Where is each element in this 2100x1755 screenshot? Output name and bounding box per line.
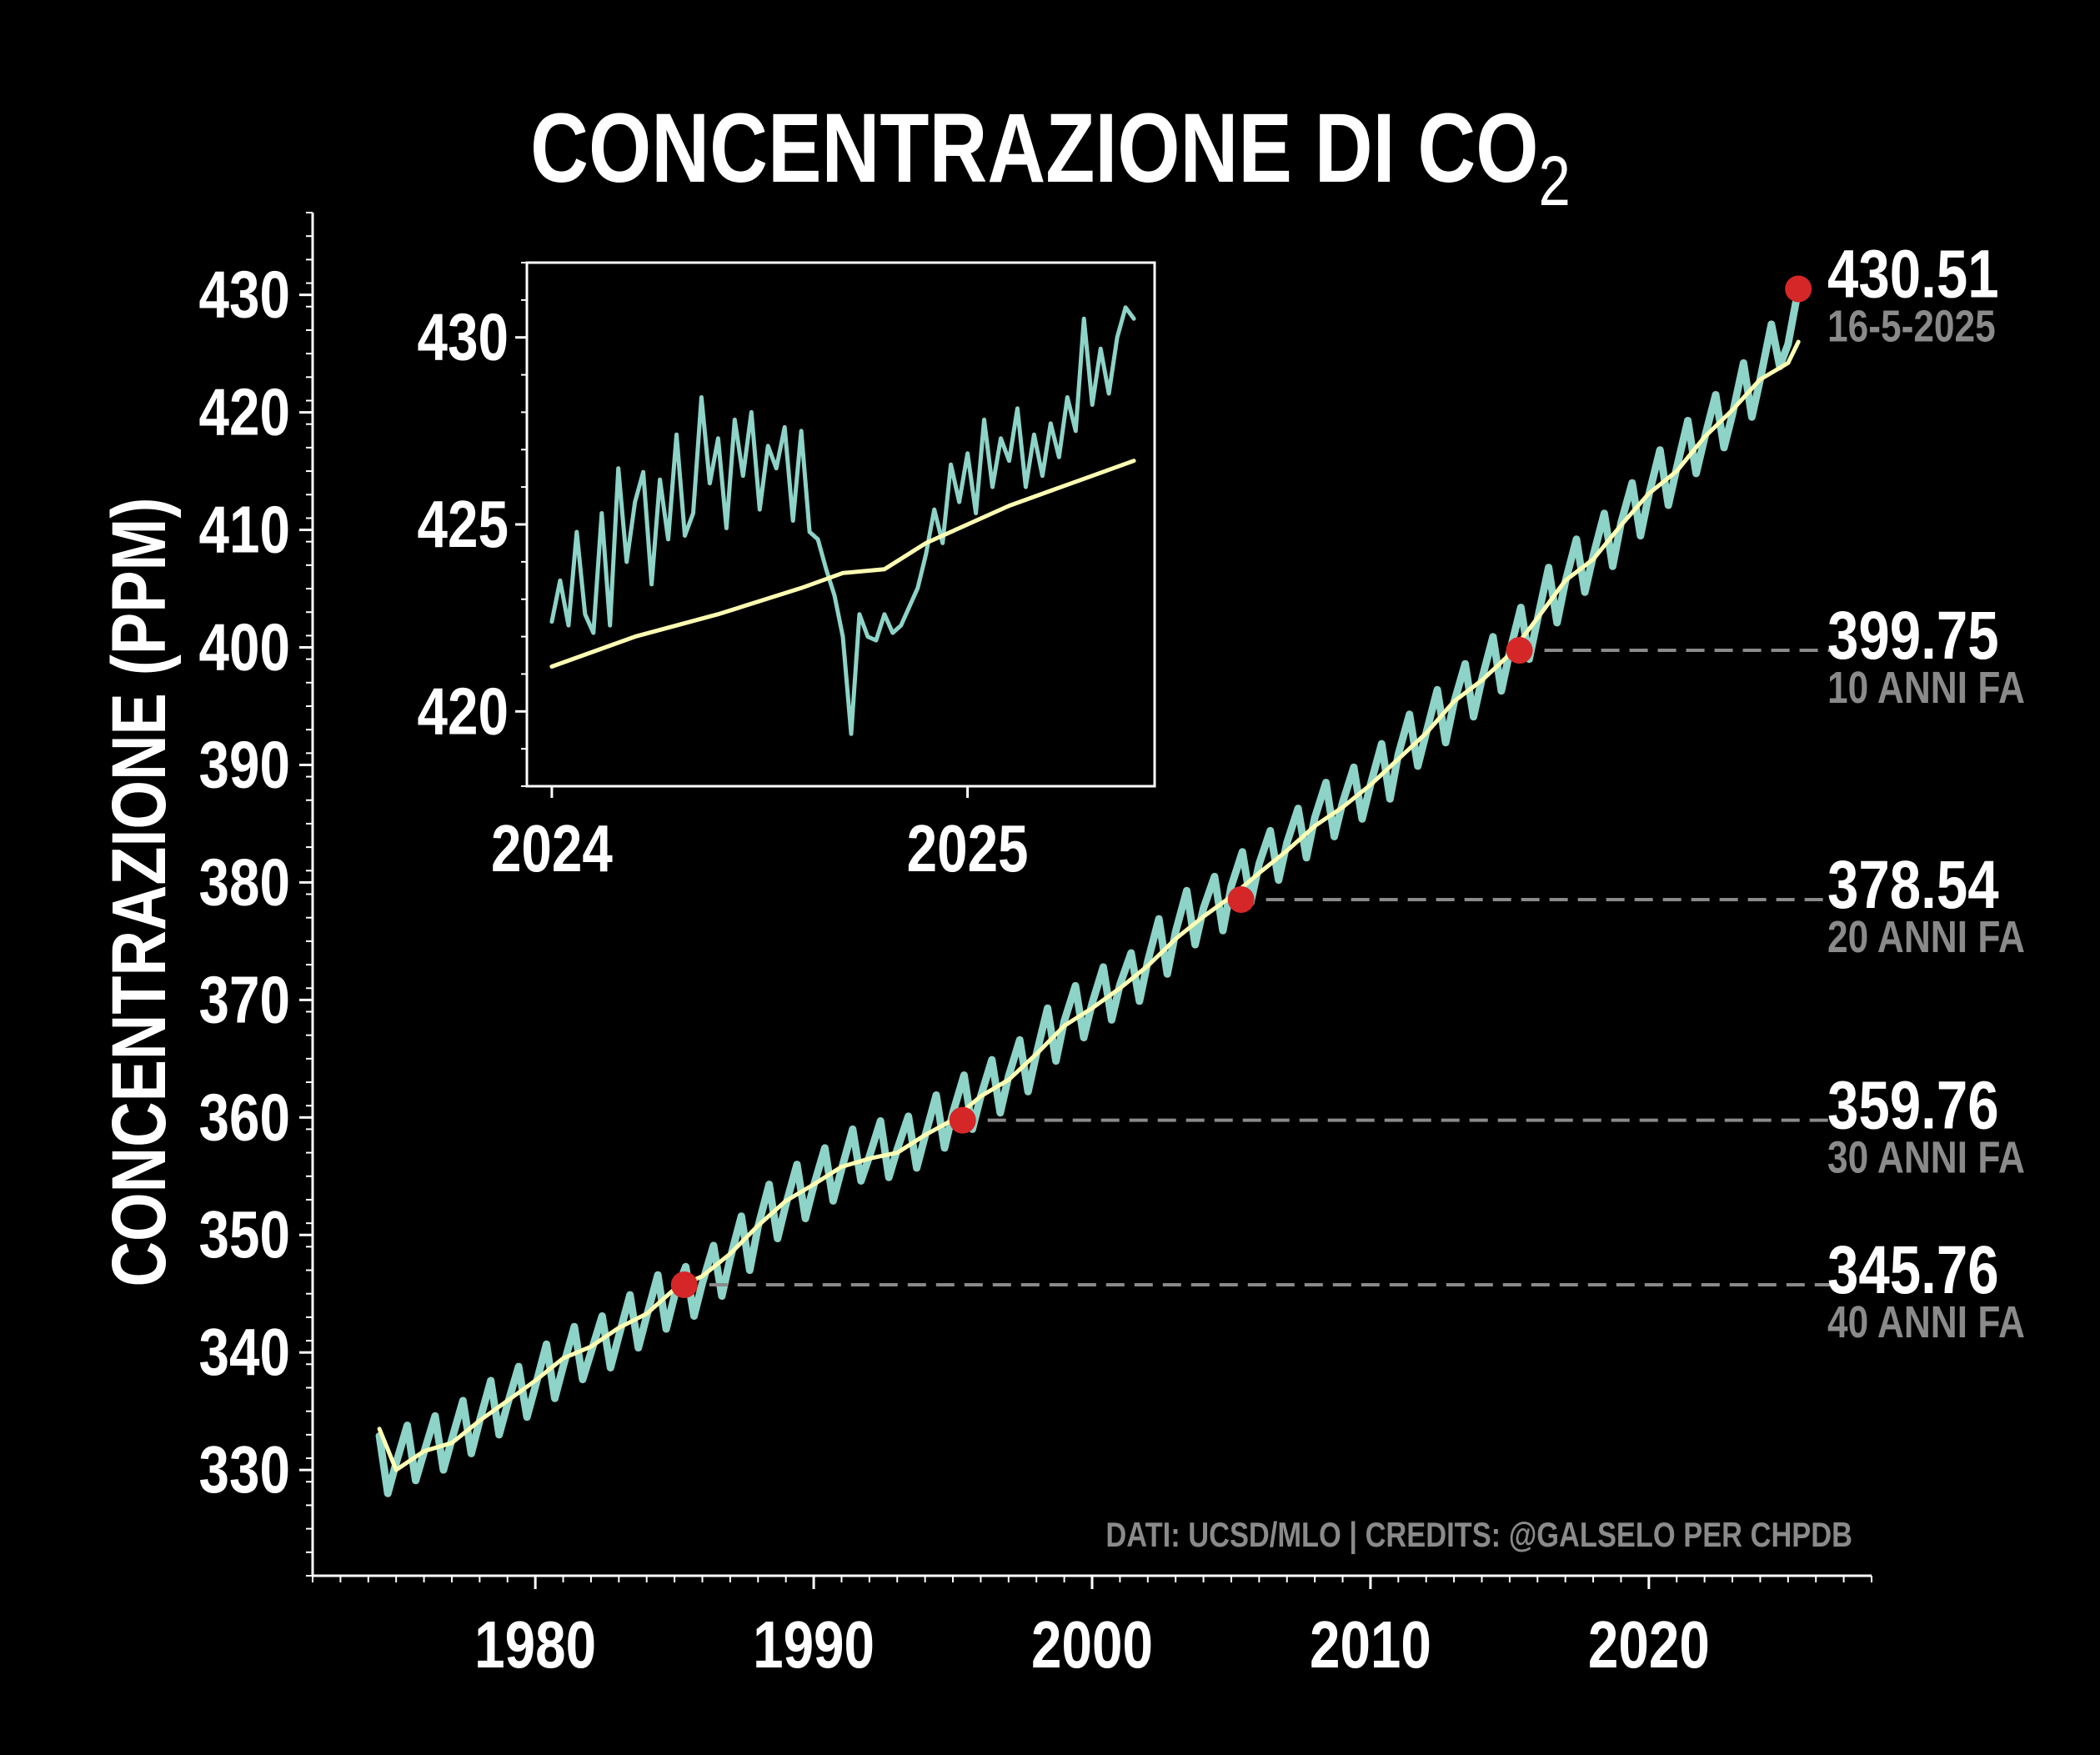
- credits: DATI: UCSD/MLO | CREDITS: @GALSELO PER C…: [1105, 1516, 1852, 1555]
- x-tick-label: 1990: [753, 1607, 875, 1682]
- x-tick-label: 1980: [474, 1607, 596, 1682]
- annotation-label: 16-5-2025: [1827, 301, 1996, 351]
- highlight-marker: [1227, 885, 1255, 913]
- x-tick-label: 2010: [1310, 1607, 1431, 1682]
- y-tick-label: 380: [199, 845, 290, 920]
- inset-x-tick-label: 2024: [491, 811, 613, 886]
- chart-title-subscript: 2: [1539, 143, 1571, 221]
- highlight-marker: [1785, 275, 1812, 303]
- inset-y-tick-label: 425: [418, 487, 509, 562]
- highlight-marker: [949, 1106, 976, 1134]
- inset-trend-line: [549, 459, 1136, 669]
- y-tick-label: 330: [199, 1432, 290, 1507]
- daily-co2-line: [375, 285, 1802, 1497]
- y-axis-label: CONCENTRAZIONE (PPM): [96, 498, 182, 1287]
- highlight-marker: [1506, 637, 1533, 664]
- y-tick-label: 400: [199, 609, 290, 684]
- annotation-value: 345.76: [1827, 1231, 1999, 1308]
- chart-title: CONCENTRAZIONE DI CO2: [530, 93, 1571, 221]
- highlight-marker: [670, 1271, 698, 1299]
- y-tick-label: 370: [199, 962, 290, 1037]
- y-tick-label: 360: [199, 1080, 290, 1155]
- x-tick-label: 2000: [1031, 1607, 1153, 1682]
- y-tick-label: 430: [199, 257, 290, 332]
- y-tick-label: 410: [199, 492, 290, 567]
- trend-line: [377, 339, 1801, 1472]
- annotation-value: 359.76: [1827, 1066, 1999, 1143]
- inset-y-tick-label: 430: [418, 300, 509, 375]
- annotation-label: 40 ANNI FA: [1827, 1297, 2025, 1347]
- annotation-value: 399.75: [1827, 597, 1999, 674]
- annotation-label: 30 ANNI FA: [1827, 1133, 2025, 1183]
- inset-x-tick-label: 2025: [907, 811, 1029, 886]
- annotation-value: 378.54: [1827, 846, 1999, 923]
- inset-y-tick-label: 420: [418, 674, 509, 749]
- y-tick-label: 390: [199, 727, 290, 802]
- y-tick-label: 420: [199, 374, 290, 449]
- annotation-label: 20 ANNI FA: [1827, 912, 2025, 962]
- inset-frame: [525, 261, 1156, 788]
- y-tick-label: 350: [199, 1197, 290, 1272]
- y-tick-label: 340: [199, 1315, 290, 1390]
- annotation-label: 10 ANNI FA: [1827, 663, 2025, 713]
- x-tick-label: 2020: [1588, 1607, 1710, 1682]
- inset-chart: 420 425 430 2024 2025: [418, 261, 1156, 886]
- annotation-value: 430.51: [1827, 235, 1999, 312]
- main-axes: 330 340 350 360 370 380 390 400 410 420 430 1980 199…: [199, 212, 1872, 1682]
- inset-daily-line: [549, 305, 1136, 736]
- chart-title-main: CONCENTRAZIONE DI CO: [530, 93, 1538, 203]
